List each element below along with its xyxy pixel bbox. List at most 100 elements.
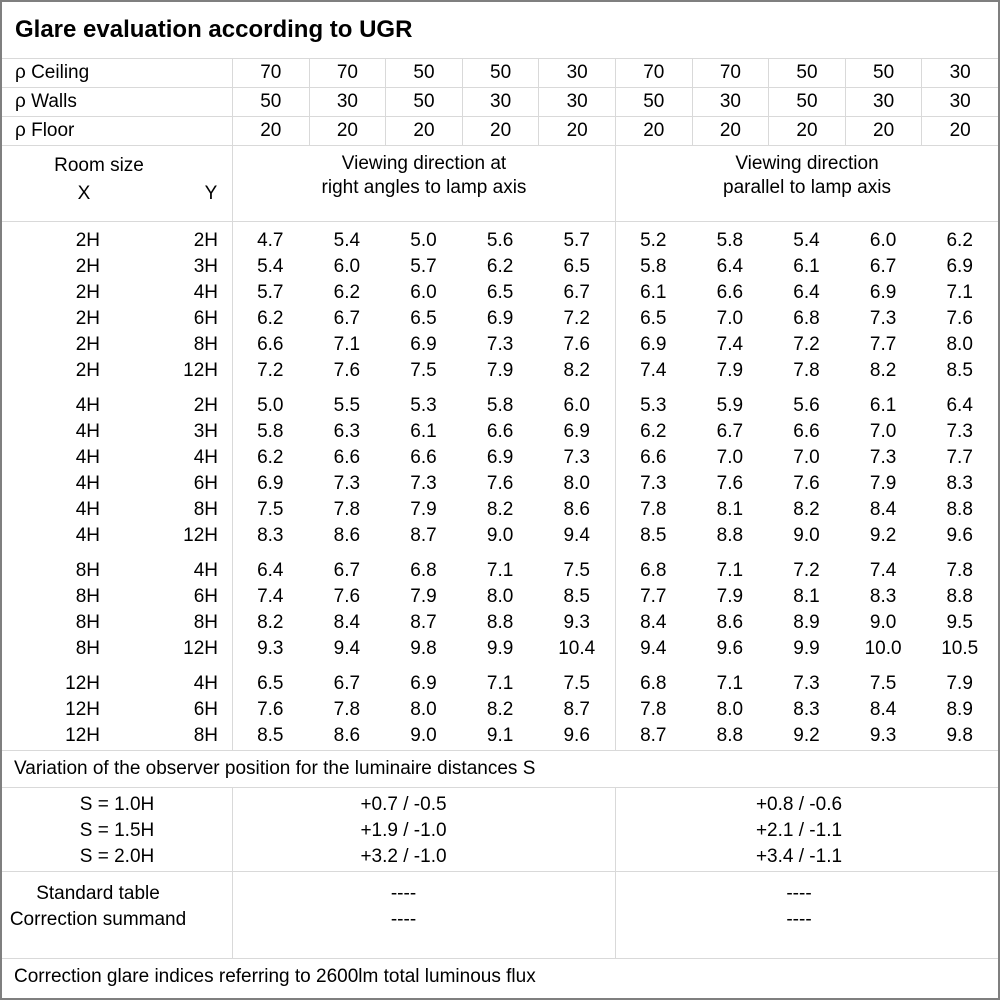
ugr-table-row: 8H 12H 9.3 9.4 9.8 9.9 10.4 9.4 9.6 9.9 10.0 10.5 [2, 636, 998, 662]
room-size-x-cell: 4H [75, 499, 100, 520]
variation-values-section: S = 1.0H +0.7 / -0.5 +0.8 / -0.6 S = 1.5H +1… [2, 788, 998, 872]
ugr-value-cell: 6.7 [563, 282, 590, 303]
ugr-value-cell: 8.4 [869, 699, 897, 720]
reflectance-value-cell: 30 [844, 88, 922, 116]
ugr-value-cell: 6.2 [640, 421, 667, 442]
summary-row: Correction summand ---- ---- [2, 907, 998, 933]
reflectance-row-label: ρ Floor [15, 120, 75, 141]
reflectance-value-cell: 50 [844, 59, 922, 87]
ugr-value-cell: 8.0 [486, 586, 514, 607]
reflectance-value-cell: 50 [232, 88, 309, 116]
ugr-table-row: 8H 8H 8.2 8.4 8.7 8.8 9.3 8.4 8.6 8.9 9.0 9.5 [2, 610, 998, 636]
ugr-block: 8H 4H 6.4 6.7 6.8 7.1 7.5 6.8 7.1 7.2 7.4 7.8 8H 6H 7.… [2, 558, 998, 662]
ugr-value-cell: 6.6 [716, 282, 744, 303]
ugr-value-cell: 6.8 [793, 308, 820, 329]
variation-row: S = 1.5H +1.9 / -1.0 +2.1 / -1.1 [2, 818, 998, 844]
ugr-value-cell: 9.2 [869, 525, 897, 546]
summary-row-label: Correction summand [9, 909, 187, 930]
ugr-value-cell: 9.0 [410, 725, 437, 746]
ugr-value-cell: 7.1 [946, 282, 973, 303]
ugr-value-cell: 7.6 [716, 473, 744, 494]
ugr-value-cell: 10.5 [941, 638, 979, 659]
summary-right-angles-value: ---- [390, 909, 417, 930]
ugr-value-cell: 7.6 [563, 334, 590, 355]
ugr-table-row: 4H 4H 6.2 6.6 6.6 6.9 7.3 6.6 7.0 7.0 7.3 7.7 [2, 445, 998, 471]
header-line: Viewing direction [735, 153, 879, 174]
column-divider [232, 872, 233, 958]
room-size-x-cell: 12H [65, 725, 100, 746]
room-size-x-cell: 2H [75, 282, 100, 303]
ugr-value-cell: 10.0 [864, 638, 902, 659]
ugr-value-cell: 8.8 [716, 725, 744, 746]
ugr-value-cell: 7.0 [793, 447, 820, 468]
ugr-value-cell: 7.2 [793, 334, 820, 355]
room-size-y-cell: 12H [183, 525, 218, 546]
ugr-value-cell: 9.6 [563, 725, 590, 746]
ugr-value-cell: 8.3 [793, 699, 820, 720]
ugr-block: 12H 4H 6.5 6.7 6.9 7.1 7.5 6.8 7.1 7.3 7.5 7.9 12H 6H… [2, 671, 998, 749]
room-size-y-cell: 6H [193, 699, 218, 720]
ugr-value-cell: 6.9 [486, 308, 514, 329]
reflectance-value-cell: 20 [385, 117, 462, 145]
reflectance-value-cell: 30 [308, 88, 386, 116]
reflectance-value-cell: 20 [844, 117, 922, 145]
column-divider [615, 788, 616, 871]
ugr-value-cell: 7.5 [563, 560, 590, 581]
ugr-table-row: 2H 3H 5.4 6.0 5.7 6.2 6.5 5.8 6.4 6.1 6.7 6.9 [2, 254, 998, 280]
ugr-value-cell: 8.4 [333, 612, 361, 633]
ugr-value-cell: 6.8 [640, 673, 667, 694]
reflectance-value-cell: 30 [691, 88, 769, 116]
ugr-value-cell: 7.3 [946, 421, 973, 442]
ugr-value-cell: 6.5 [410, 308, 437, 329]
ugr-value-cell: 7.3 [793, 673, 820, 694]
ugr-value-cell: 7.9 [486, 360, 514, 381]
ugr-value-cell: 8.3 [869, 586, 897, 607]
ugr-value-cell: 8.7 [563, 699, 590, 720]
ugr-value-cell: 6.1 [793, 256, 820, 277]
ugr-value-cell: 6.9 [946, 256, 973, 277]
ugr-value-cell: 8.0 [716, 699, 744, 720]
ugr-value-cell: 8.7 [410, 525, 437, 546]
room-size-x-cell: 2H [75, 360, 100, 381]
reflectance-row: ρ Floor 20 20 20 20 20 20 20 20 20 20 [2, 117, 998, 146]
reflectance-value-cell: 20 [921, 117, 998, 145]
ugr-value-cell: 8.4 [869, 499, 897, 520]
room-size-x-cell: 4H [75, 421, 100, 442]
ugr-value-cell: 5.2 [640, 230, 667, 251]
ugr-value-cell: 7.1 [716, 673, 744, 694]
ugr-value-cell: 8.2 [869, 360, 897, 381]
table-header-row: Room size X Y Viewing direction at right… [2, 146, 998, 222]
room-size-y-cell: 3H [193, 256, 218, 277]
ugr-value-cell: 6.6 [333, 447, 361, 468]
ugr-value-cell: 6.9 [410, 334, 437, 355]
ugr-value-cell: 7.0 [716, 308, 744, 329]
ugr-value-cell: 9.3 [563, 612, 590, 633]
ugr-value-cell: 8.8 [946, 499, 973, 520]
room-size-x-cell: 4H [75, 473, 100, 494]
ugr-value-cell: 8.4 [640, 612, 667, 633]
ugr-value-cell: 6.2 [946, 230, 973, 251]
ugr-value-cell: 5.7 [410, 256, 437, 277]
ugr-value-cell: 6.5 [486, 282, 514, 303]
reflectance-value-cell: 50 [614, 88, 692, 116]
ugr-value-cell: 5.4 [257, 256, 284, 277]
ugr-value-cell: 9.9 [486, 638, 514, 659]
ugr-value-cell: 7.8 [640, 699, 667, 720]
ugr-value-cell: 5.8 [716, 230, 744, 251]
ugr-value-cell: 7.6 [486, 473, 514, 494]
ugr-value-cell: 7.9 [869, 473, 897, 494]
variation-parallel-value: +3.4 / -1.1 [755, 846, 843, 867]
room-size-x-cell: 12H [65, 673, 100, 694]
header-line: right angles to lamp axis [321, 177, 527, 198]
ugr-value-cell: 7.4 [640, 360, 667, 381]
ugr-table-row: 4H 6H 6.9 7.3 7.3 7.6 8.0 7.3 7.6 7.6 7.9 8.3 [2, 471, 998, 497]
y-axis-label: Y [204, 183, 218, 204]
ugr-value-cell: 7.8 [333, 499, 361, 520]
ugr-value-cell: 7.5 [257, 499, 284, 520]
ugr-value-cell: 9.0 [793, 525, 820, 546]
variation-rows: S = 1.0H +0.7 / -0.5 +0.8 / -0.6 S = 1.5H +1… [2, 792, 998, 870]
ugr-value-cell: 6.5 [257, 673, 284, 694]
ugr-value-cell: 6.2 [333, 282, 361, 303]
ugr-value-cell: 7.5 [563, 673, 590, 694]
room-size-y-cell: 8H [193, 334, 218, 355]
